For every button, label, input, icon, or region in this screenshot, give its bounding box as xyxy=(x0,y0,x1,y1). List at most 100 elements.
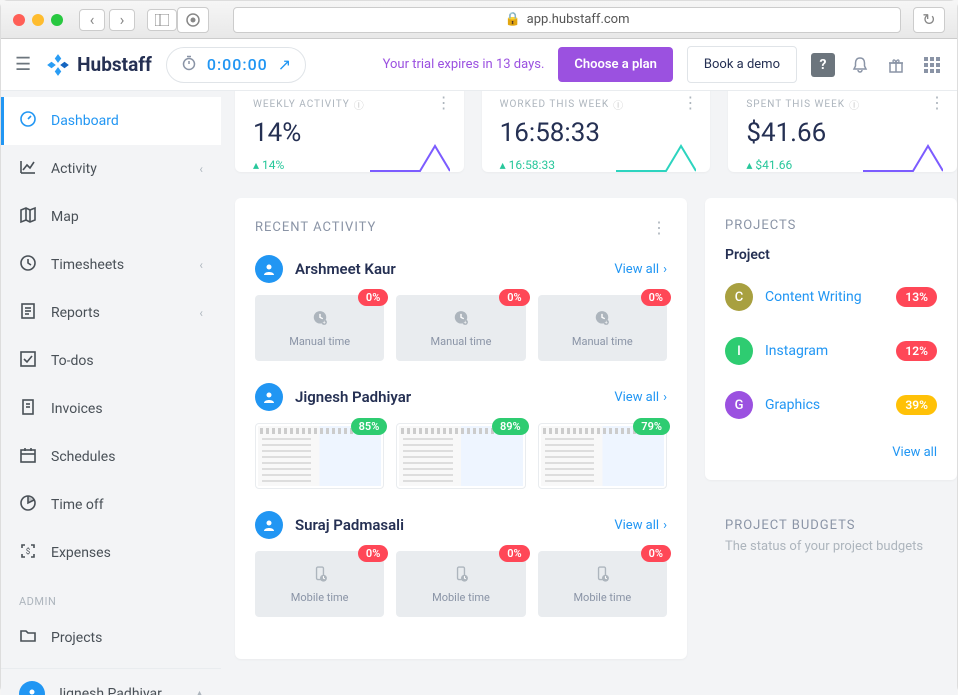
menu-toggle-icon[interactable]: ☰ xyxy=(15,54,31,75)
activity-pct-badge: 0% xyxy=(358,545,388,562)
sidebar-item-schedules[interactable]: Schedules xyxy=(1,433,221,481)
sidebar-item-map[interactable]: Map xyxy=(1,193,221,241)
stat-sparkline xyxy=(863,138,943,172)
project-name-link[interactable]: Graphics xyxy=(765,397,820,413)
sidebar: Dashboard Activity‹ Map Timesheets‹Reports‹… xyxy=(1,91,221,695)
card-menu-icon[interactable]: ⋮ xyxy=(651,218,667,237)
activity-user-row: Jignesh PadhiyarView all ›85%89%79% xyxy=(255,383,667,489)
thumb-label: Mobile time xyxy=(573,591,631,604)
url-bar[interactable]: 🔒 app.hubstaff.com xyxy=(233,7,901,33)
project-pct-badge: 39% xyxy=(896,395,937,415)
project-name-link[interactable]: Instagram xyxy=(765,343,828,359)
mobile-time-thumb[interactable]: Mobile time0% xyxy=(538,551,667,617)
sidebar-item-label: Projects xyxy=(51,630,102,646)
manual-time-thumb[interactable]: +Manual time0% xyxy=(396,295,525,361)
recent-activity-card: RECENT ACTIVITY ⋮ Arshmeet KaurView all … xyxy=(235,198,687,659)
apps-grid-icon[interactable] xyxy=(921,56,943,74)
stat-menu-icon[interactable]: ⋮ xyxy=(682,93,698,112)
sidebar-toggle-button[interactable] xyxy=(147,9,177,31)
logo-text: Hubstaff xyxy=(77,53,152,76)
sidebar-item-label: Dashboard xyxy=(51,113,119,129)
activity-pct-badge: 0% xyxy=(641,289,671,306)
user-name[interactable]: Jignesh Padhiyar xyxy=(295,388,411,406)
project-budgets-card: PROJECT BUDGETS The status of your proje… xyxy=(705,498,957,574)
sidebar-user-switcher[interactable]: Jignesh Padhiyar ▴ xyxy=(1,668,221,695)
sidebar-item-label: Invoices xyxy=(51,401,103,417)
view-all-link[interactable]: View all › xyxy=(614,390,667,405)
back-button[interactable]: ‹ xyxy=(79,9,105,31)
mobile-time-thumb[interactable]: Mobile time0% xyxy=(396,551,525,617)
minimize-window-icon[interactable] xyxy=(32,14,44,26)
chevron-left-icon: ‹ xyxy=(199,162,203,176)
user-name[interactable]: Arshmeet Kaur xyxy=(295,260,396,278)
sidebar-item-label: Time off xyxy=(51,497,104,513)
check-icon xyxy=(19,350,37,372)
project-name-link[interactable]: Content Writing xyxy=(765,289,862,305)
activity-pct-badge: 0% xyxy=(358,289,388,306)
sidebar-item-label: Expenses xyxy=(51,545,111,561)
stopwatch-icon xyxy=(181,55,197,75)
activity-user-row: Suraj PadmasaliView all ›Mobile time0%Mo… xyxy=(255,511,667,617)
project-row: CContent Writing13% xyxy=(725,283,937,311)
activity-pct-badge: 79% xyxy=(633,418,670,435)
gift-icon[interactable] xyxy=(885,56,907,74)
user-name[interactable]: Suraj Padmasali xyxy=(295,516,404,534)
chevron-right-icon: › xyxy=(663,518,667,533)
sidebar-item-time-off[interactable]: Time off xyxy=(1,481,221,529)
thumb-label: Manual time xyxy=(289,335,350,348)
maximize-window-icon[interactable] xyxy=(51,14,63,26)
stat-menu-icon[interactable]: ⋮ xyxy=(929,93,945,112)
report-icon xyxy=(19,302,37,324)
gauge-icon xyxy=(19,110,37,132)
mobile-time-thumb[interactable]: Mobile time0% xyxy=(255,551,384,617)
url-text: app.hubstaff.com xyxy=(527,12,630,27)
logo[interactable]: Hubstaff xyxy=(45,52,152,78)
sidebar-item-timesheets[interactable]: Timesheets‹ xyxy=(1,241,221,289)
project-row: GGraphics39% xyxy=(725,391,937,419)
book-demo-button[interactable]: Book a demo xyxy=(687,46,797,83)
activity-pct-badge: 89% xyxy=(492,418,529,435)
stat-title: WEEKLY ACTIVITY ⓘ xyxy=(253,97,446,112)
sidebar-item-projects[interactable]: Projects xyxy=(1,614,221,662)
sidebar-item-label: Map xyxy=(51,209,79,225)
timer-widget[interactable]: 0:00:00 ↗ xyxy=(166,47,306,83)
view-all-link[interactable]: View all › xyxy=(614,518,667,533)
screenshot-thumb[interactable]: 85% xyxy=(255,423,384,489)
sidebar-item-expenses[interactable]: $ Expenses xyxy=(1,529,221,577)
browser-chrome: ‹ › 🔒 app.hubstaff.com ↻ xyxy=(1,1,957,39)
activity-pct-badge: 85% xyxy=(351,418,388,435)
manual-time-thumb[interactable]: +Manual time0% xyxy=(255,295,384,361)
screenshot-thumb[interactable]: 79% xyxy=(538,423,667,489)
view-all-link[interactable]: View all › xyxy=(614,262,667,277)
manual-time-thumb[interactable]: +Manual time0% xyxy=(538,295,667,361)
open-timer-icon[interactable]: ↗ xyxy=(278,55,291,74)
forward-button[interactable]: › xyxy=(109,9,135,31)
sidebar-item-dashboard[interactable]: Dashboard xyxy=(1,97,221,145)
help-button[interactable]: ? xyxy=(811,53,835,77)
notifications-icon[interactable] xyxy=(849,56,871,74)
privacy-shield-button[interactable] xyxy=(177,7,209,33)
calendar-icon xyxy=(19,446,37,468)
project-avatar: I xyxy=(725,337,753,365)
stat-menu-icon[interactable]: ⋮ xyxy=(436,93,452,112)
scan-icon: $ xyxy=(19,542,37,564)
projects-card: PROJECTS Project CContent Writing13%IIns… xyxy=(705,198,957,480)
user-avatar-icon xyxy=(255,511,283,539)
reload-button[interactable]: ↻ xyxy=(913,7,945,33)
sidebar-item-reports[interactable]: Reports‹ xyxy=(1,289,221,337)
trial-notice: Your trial expires in 13 days. xyxy=(383,57,545,72)
projects-view-all[interactable]: View all xyxy=(725,445,937,460)
thumb-label: Manual time xyxy=(572,335,633,348)
svg-text:+: + xyxy=(322,320,325,326)
sidebar-item-activity[interactable]: Activity‹ xyxy=(1,145,221,193)
choose-plan-button[interactable]: Choose a plan xyxy=(558,47,673,82)
chevron-right-icon: › xyxy=(663,262,667,277)
screenshot-thumb[interactable]: 89% xyxy=(396,423,525,489)
close-window-icon[interactable] xyxy=(13,14,25,26)
chart-icon xyxy=(19,158,37,180)
user-avatar-icon xyxy=(255,383,283,411)
app-header: ☰ Hubstaff 0:00:00 ↗ Your trial expires … xyxy=(1,39,957,91)
activity-pct-badge: 0% xyxy=(641,545,671,562)
sidebar-item-to-dos[interactable]: To-dos xyxy=(1,337,221,385)
sidebar-item-invoices[interactable]: Invoices xyxy=(1,385,221,433)
